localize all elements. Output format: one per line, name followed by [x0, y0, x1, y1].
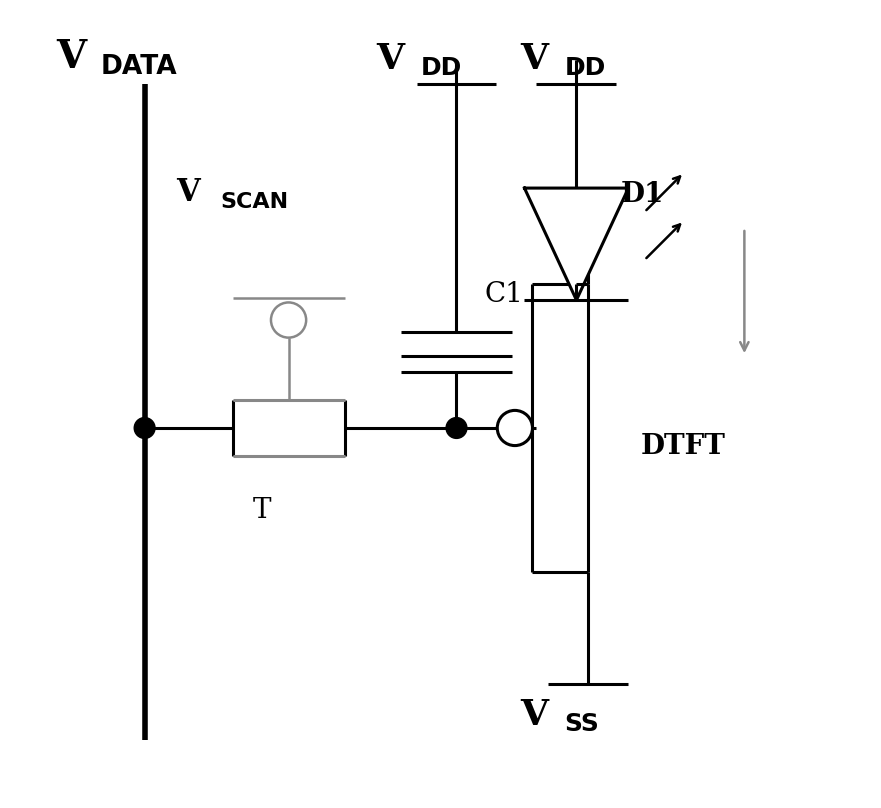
Circle shape — [497, 410, 532, 445]
Text: D1: D1 — [620, 181, 663, 208]
Circle shape — [271, 302, 307, 338]
Text: DATA: DATA — [100, 54, 177, 80]
Text: DTFT: DTFT — [640, 433, 725, 460]
Circle shape — [134, 418, 155, 439]
Text: SS: SS — [565, 712, 599, 736]
Text: V: V — [56, 38, 87, 76]
Text: C1: C1 — [485, 281, 523, 308]
Text: V: V — [176, 177, 200, 208]
Polygon shape — [524, 188, 628, 300]
Circle shape — [446, 418, 467, 439]
Text: V: V — [376, 42, 404, 76]
Text: V: V — [521, 42, 549, 76]
Text: V: V — [521, 698, 549, 732]
Text: T: T — [253, 497, 271, 524]
Text: SCAN: SCAN — [220, 192, 289, 212]
Text: DD: DD — [565, 56, 606, 80]
Text: DD: DD — [420, 56, 462, 80]
